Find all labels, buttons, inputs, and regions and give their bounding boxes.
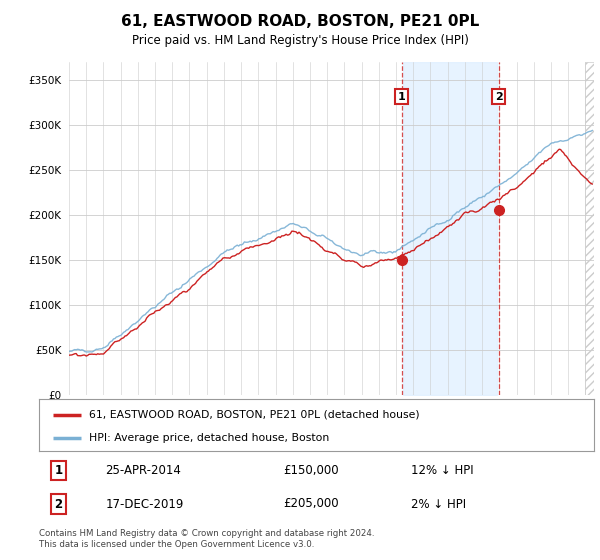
Text: HPI: Average price, detached house, Boston: HPI: Average price, detached house, Bost… — [89, 433, 329, 443]
Text: 25-APR-2014: 25-APR-2014 — [106, 464, 181, 477]
Text: 2% ↓ HPI: 2% ↓ HPI — [411, 497, 466, 511]
Text: 61, EASTWOOD ROAD, BOSTON, PE21 0PL (detached house): 61, EASTWOOD ROAD, BOSTON, PE21 0PL (det… — [89, 410, 419, 420]
Text: 2: 2 — [55, 497, 62, 511]
Text: Price paid vs. HM Land Registry's House Price Index (HPI): Price paid vs. HM Land Registry's House … — [131, 34, 469, 46]
Text: £205,000: £205,000 — [283, 497, 339, 511]
Text: £150,000: £150,000 — [283, 464, 339, 477]
Text: 17-DEC-2019: 17-DEC-2019 — [106, 497, 184, 511]
Text: 2: 2 — [495, 92, 503, 101]
Text: 1: 1 — [398, 92, 406, 101]
Text: 61, EASTWOOD ROAD, BOSTON, PE21 0PL: 61, EASTWOOD ROAD, BOSTON, PE21 0PL — [121, 14, 479, 29]
Text: 12% ↓ HPI: 12% ↓ HPI — [411, 464, 473, 477]
Text: 1: 1 — [55, 464, 62, 477]
Text: Contains HM Land Registry data © Crown copyright and database right 2024.
This d: Contains HM Land Registry data © Crown c… — [39, 529, 374, 549]
